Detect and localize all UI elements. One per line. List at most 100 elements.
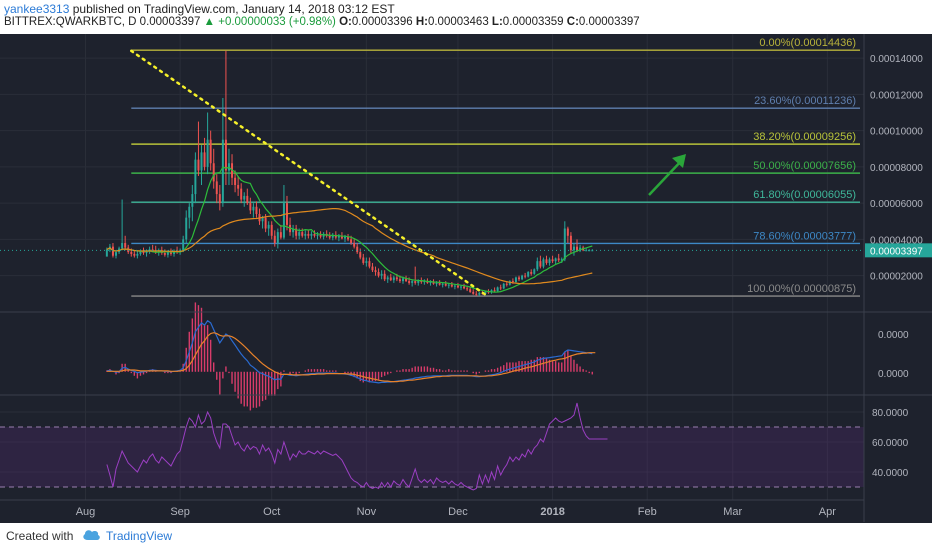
created-with-label: Created with [6, 529, 74, 543]
candle-body [267, 224, 270, 229]
candle-body [521, 275, 524, 280]
candle-body [115, 252, 118, 256]
moving-averages [106, 166, 593, 293]
candle-body [563, 228, 566, 260]
candle-body [130, 252, 133, 254]
candle-body [560, 259, 563, 261]
candle-body [383, 273, 386, 280]
candle-body [435, 282, 438, 284]
author-link[interactable]: yankee3313 [4, 2, 70, 16]
candle-body [282, 203, 285, 238]
macd-tick-label: 0.0000 [878, 369, 909, 380]
candle-body [194, 159, 197, 195]
candle-body [185, 217, 188, 240]
ma-fast-line [106, 166, 593, 293]
candle-body [453, 285, 456, 287]
candle-body [518, 277, 521, 280]
candle-body [121, 243, 124, 249]
candle-body [343, 236, 346, 239]
candle-body [124, 243, 127, 248]
close-label: C: [563, 16, 579, 28]
candle-body [173, 251, 176, 254]
candle-body [316, 234, 319, 236]
candle-body [554, 258, 557, 262]
rsi-tick-label: 80.0000 [872, 408, 909, 419]
candle-body [169, 252, 172, 254]
candle-body [576, 246, 579, 251]
candle-body [380, 273, 383, 276]
last-price: 0.00003397 [136, 16, 204, 28]
low-value: 0.00003359 [502, 16, 564, 28]
macd-signal-line [106, 332, 596, 383]
candle-body [579, 247, 582, 251]
candle-body [466, 288, 469, 290]
candle-body [105, 249, 108, 257]
candle-body [499, 287, 502, 289]
candle-body [450, 284, 453, 287]
candle-body [215, 181, 218, 195]
fib-level-label: 23.60%(0.00011236) [754, 95, 856, 107]
candle-body [441, 283, 444, 285]
candle-body [133, 253, 136, 256]
ma-slow-line [106, 208, 593, 285]
candle-body [490, 290, 493, 293]
candle-body [542, 259, 545, 267]
candle-body [255, 206, 258, 215]
candle-body [212, 163, 215, 182]
close-value: 0.00003397 [578, 16, 640, 28]
high-value: 0.00003463 [427, 16, 489, 28]
last-price-label: 0.00003397 [870, 246, 923, 257]
candle-body [182, 239, 185, 251]
open-label: O: [339, 16, 352, 28]
candle-body [197, 159, 200, 171]
y-tick-label: 0.00004000 [870, 235, 923, 246]
candle-body [545, 259, 548, 263]
candle-body [456, 285, 459, 288]
tradingview-brand[interactable]: TradingView [106, 529, 173, 543]
candle-body [569, 235, 572, 251]
publish-info: published on TradingView.com, January 14… [69, 2, 395, 16]
x-tick-label: Dec [448, 506, 468, 518]
candle-body [270, 224, 273, 236]
candle-body [557, 258, 560, 261]
x-tick-label: Mar [723, 506, 742, 518]
chart-svg[interactable]: 0.00%(0.00014436) 23.60%(0.00011236) 38.20… [0, 34, 932, 523]
candle-body [319, 234, 322, 237]
candle-body [328, 235, 331, 238]
tradingview-logo-icon [83, 530, 100, 540]
candle-body [368, 261, 371, 267]
candle-body [475, 293, 478, 295]
candle-body [402, 278, 404, 282]
candle-body [398, 279, 401, 282]
candle-body [429, 281, 432, 283]
candle-body [203, 152, 206, 167]
candle-body [340, 235, 343, 239]
fib-level-label: 61.80%(0.00006055) [753, 189, 856, 201]
candle-body [447, 284, 450, 286]
chart-area[interactable]: 0.00%(0.00014436) 23.60%(0.00011236) 38.20… [0, 34, 932, 523]
candle-body [408, 281, 411, 283]
open-value: 0.00003396 [351, 16, 413, 28]
candle-body [166, 252, 169, 255]
symbol-label: BITTREX:QWARKBTC, D [4, 16, 137, 28]
candle-body [337, 235, 340, 238]
candle-body [533, 269, 536, 274]
candle-body [295, 228, 298, 236]
candle-body [551, 259, 554, 262]
x-tick-label: Apr [819, 506, 836, 518]
candle-body [460, 286, 462, 288]
candle-body [444, 283, 447, 286]
candle-body [414, 281, 417, 283]
candle-body [365, 261, 368, 263]
candle-body [438, 282, 441, 285]
candle-body [377, 272, 380, 276]
y-tick-label: 0.00006000 [870, 199, 923, 210]
candle-body [484, 291, 487, 294]
candle-body [585, 250, 588, 252]
ohlc-header: BITTREX:QWARKBTC, D 0.00003397 ▲ +0.0000… [4, 16, 640, 28]
candle-body [246, 195, 249, 204]
rsi-pane [106, 402, 608, 491]
y-tick-label: 0.00008000 [870, 163, 923, 174]
high-label: H: [412, 16, 428, 28]
x-tick-label: 2018 [540, 506, 564, 518]
